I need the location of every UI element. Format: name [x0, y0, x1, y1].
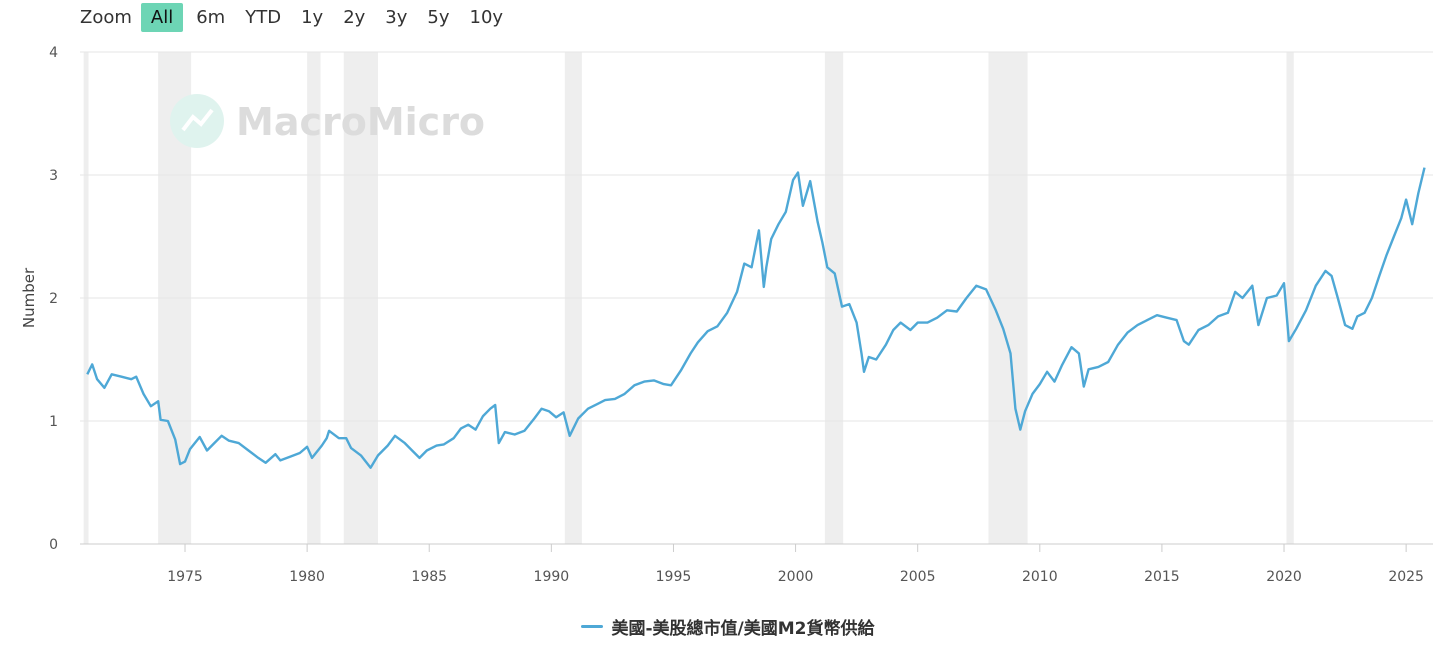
- watermark-text: MacroMicro: [236, 100, 485, 144]
- x-tick-label-1990: 1990: [534, 569, 570, 585]
- x-tick-label-2015: 2015: [1144, 569, 1180, 585]
- x-tick-label-2000: 2000: [778, 569, 814, 585]
- y-axis-label: Number: [20, 267, 38, 328]
- x-tick-label-1980: 1980: [289, 569, 325, 585]
- line-chart: MacroMicro 0 1 2 3 4 1975 1980 1985 1990 1995 200…: [20, 45, 1433, 585]
- y-axis: 0 1 2 3 4: [49, 45, 58, 553]
- x-tick-label-2005: 2005: [900, 569, 936, 585]
- gridlines: [80, 51, 1433, 545]
- zoom-6m-button[interactable]: 6m: [196, 6, 226, 28]
- x-tick-label-1995: 1995: [656, 569, 692, 585]
- zoom-2y-button[interactable]: 2y: [343, 6, 366, 28]
- y-tick-label-3: 3: [49, 168, 58, 184]
- legend-swatch: [581, 625, 604, 628]
- zoom-1y-button[interactable]: 1y: [301, 6, 324, 28]
- zoom-all-button[interactable]: All: [140, 2, 184, 32]
- legend[interactable]: 美國-美股總市值/美國M2貨幣供給: [0, 614, 1456, 639]
- x-tick-label-1985: 1985: [411, 569, 447, 585]
- y-tick-label-4: 4: [49, 45, 58, 61]
- watermark: MacroMicro: [170, 94, 485, 148]
- series-line: [86, 167, 1426, 469]
- y-tick-label-1: 1: [49, 414, 58, 430]
- x-tick-label-2025: 2025: [1388, 569, 1424, 585]
- y-tick-label-2: 2: [49, 291, 58, 307]
- y-tick-label-0: 0: [49, 537, 58, 553]
- zoom-10y-button[interactable]: 10y: [469, 6, 504, 28]
- x-tick-label-1975: 1975: [167, 569, 203, 585]
- zoom-bar: Zoom All 6m YTD 1y 2y 3y 5y 10y: [74, 0, 513, 34]
- zoom-3y-button[interactable]: 3y: [385, 6, 408, 28]
- zoom-label: Zoom: [80, 6, 132, 28]
- x-axis: 1975 1980 1985 1990 1995 2000 2005 2010 2015 2020…: [167, 544, 1424, 585]
- zoom-ytd-button[interactable]: YTD: [245, 6, 282, 28]
- zoom-5y-button[interactable]: 5y: [427, 6, 450, 28]
- watermark-logo-mark: [181, 108, 214, 132]
- x-tick-label-2010: 2010: [1022, 569, 1058, 585]
- x-tick-label-2020: 2020: [1266, 569, 1302, 585]
- legend-label: 美國-美股總市值/美國M2貨幣供給: [611, 619, 875, 639]
